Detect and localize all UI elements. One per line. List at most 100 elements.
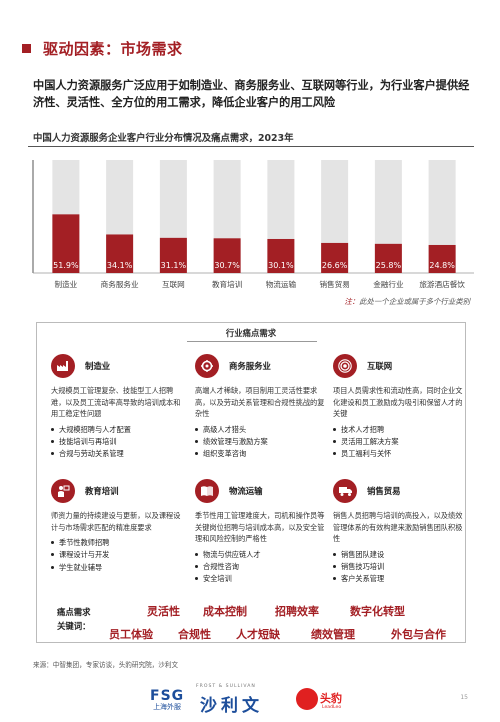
keywords-label-line2: 关键词： — [57, 621, 91, 631]
truck-icon — [333, 479, 357, 503]
list-item: 绩效管理与激励方案 — [195, 436, 327, 448]
industry-name: 商务服务业 — [229, 361, 271, 371]
bar — [159, 237, 187, 273]
chart-title: 中国人力资源服务企业客户行业分布情况及痛点需求，2023年 — [33, 133, 294, 144]
keyword-tag: 人才短缺 — [236, 628, 280, 641]
industry-card-business-services: 商务服务业 高端人才稀缺，项目制用工灵活性要求高，以及劳动关系管理和合规性挑战的… — [195, 353, 327, 460]
list-item: 合规与劳动关系管理 — [51, 448, 183, 460]
list-item: 高级人才猎头 — [195, 424, 327, 436]
list-item: 销售团队建设 — [333, 549, 465, 561]
list-item: 物流与供应链人才 — [195, 549, 327, 561]
list-item: 销售技巧培训 — [333, 561, 465, 573]
note-text: 此处一个企业或属于多个行业类别 — [359, 297, 470, 306]
keyword-tag: 招聘效率 — [275, 605, 319, 618]
pain-points-panel: 行业痛点需求 制造业 大规模员工管理复杂、技能型工人招聘难，以及员工流动率高导致… — [36, 322, 466, 643]
pain-points-title: 行业痛点需求 — [225, 328, 277, 338]
fsg-logo-text: FSG — [150, 688, 185, 704]
page-number: 15 — [460, 694, 468, 701]
list-item: 安全培训 — [195, 573, 327, 585]
industry-card-sales: 销售贸易 销售人员招聘与培训的高投入，以及绩效管理体系的有效构建来激励销售团队积… — [333, 478, 465, 585]
note-prefix: 注： — [344, 297, 360, 306]
chart-title-divider — [28, 146, 474, 147]
data-label: 30.1% — [268, 261, 294, 270]
x-tick-label: 金融行业 — [373, 279, 404, 289]
bar — [321, 242, 349, 273]
factory-icon — [51, 354, 75, 378]
bar — [213, 238, 241, 273]
data-label: 30.7% — [214, 261, 240, 270]
list-item: 技术人才招聘 — [333, 424, 465, 436]
industry-card-education: 教育培训 师资力量的持续建设与更新，以及课程设计与市场需求匹配的精准度要求 季节… — [51, 478, 183, 574]
list-item: 课程设计与开发 — [51, 549, 183, 561]
bar — [374, 243, 402, 273]
keyword-tag: 成本控制 — [203, 605, 247, 618]
data-label: 26.6% — [322, 261, 348, 270]
data-label: 34.1% — [107, 261, 133, 270]
data-label: 25.8% — [376, 261, 402, 270]
industry-card-logistics: 物流运输 季节性用工管理难度大，司机和操作员等关键岗位招聘与培训成本高，以及安全… — [195, 478, 327, 585]
bar — [52, 214, 80, 273]
bar — [106, 234, 134, 273]
industry-desc: 师资力量的持续建设与更新，以及课程设计与市场需求匹配的精准度要求 — [51, 511, 181, 532]
source-note: 来源：中智集团，专家访谈，头豹研究院，沙利文 — [33, 661, 179, 669]
list-item: 组织变革咨询 — [195, 448, 327, 460]
keywords-label-line1: 痛点需求 — [57, 607, 91, 617]
industry-needs-list: 物流与供应链人才 合规性咨询 安全培训 — [195, 549, 327, 586]
title-marker — [22, 44, 31, 53]
leadleo-logo-text: 头豹 — [320, 692, 342, 705]
list-item: 大规模招聘与人才配置 — [51, 424, 183, 436]
teacher-icon — [51, 479, 75, 503]
x-tick-label: 旅游酒店餐饮 — [419, 279, 465, 289]
pain-title-underline — [187, 341, 317, 342]
bar — [267, 238, 295, 273]
list-item: 合规性咨询 — [195, 561, 327, 573]
leadleo-logo-sub: LeadLeo — [322, 705, 342, 710]
industry-needs-list: 销售团队建设 销售技巧培训 客户关系管理 — [333, 549, 465, 586]
industry-name: 互联网 — [367, 361, 393, 371]
list-item: 季节性教师招聘 — [51, 537, 183, 549]
data-label: 31.1% — [161, 261, 187, 270]
chart-note: 注：此处一个企业或属于多个行业类别 — [344, 296, 470, 307]
list-item: 员工福利与关怀 — [333, 448, 465, 460]
list-item: 学生就业辅导 — [51, 562, 183, 574]
industry-card-manufacturing: 制造业 大规模员工管理复杂、技能型工人招聘难，以及员工流动率高导致的培训成本和用… — [51, 353, 183, 460]
page-title: 驱动因素：市场需求 — [43, 40, 183, 58]
book-icon — [195, 479, 219, 503]
summary-text: 中国人力资源服务广泛应用于如制造业、商务服务业、互联网等行业，为行业客户提供经济… — [33, 79, 470, 109]
fsg-logo-sub: 上海外服 — [153, 703, 182, 711]
page-header: 驱动因素：市场需求 — [22, 38, 183, 59]
industry-desc: 项目人员需求性和流动性高，同时企业文化建设和员工激励成为吸引和保留人才的关键 — [333, 386, 463, 419]
list-item: 客户关系管理 — [333, 573, 465, 585]
bar-chart: 51.9% 制造业 34.1% 商务服务业 31.1% 互联网 30.7% 教育培训 30.1%… — [32, 160, 474, 289]
industry-needs-list: 技术人才招聘 灵活用工解决方案 员工福利与关怀 — [333, 424, 465, 461]
broadcast-icon — [333, 354, 357, 378]
keyword-tag: 合规性 — [178, 628, 211, 641]
keyword-tag: 数字化转型 — [350, 605, 405, 618]
x-tick-label: 互联网 — [162, 280, 185, 289]
shali-logo: 沙利文 — [200, 696, 263, 716]
frost-sullivan-logo: FROST & SULLIVAN — [196, 684, 256, 689]
industry-needs-list: 大规模招聘与人才配置 技能培训与再培训 合规与劳动关系管理 — [51, 424, 183, 461]
data-label: 51.9% — [53, 261, 79, 270]
industry-desc: 销售人员招聘与培训的高投入，以及绩效管理体系的有效构建来激励销售团队积极性 — [333, 511, 463, 544]
x-tick-label: 销售贸易 — [319, 279, 349, 289]
keyword-tag: 员工体验 — [109, 628, 153, 641]
industry-name: 物流运输 — [229, 486, 263, 496]
leopard-icon — [296, 688, 318, 710]
handshake-gear-icon — [195, 354, 219, 378]
keyword-tag: 绩效管理 — [311, 628, 355, 641]
industry-name: 教育培训 — [85, 486, 119, 496]
industry-desc: 大规模员工管理复杂、技能型工人招聘难，以及员工流动率高导致的培训成本和用工稳定性… — [51, 386, 181, 419]
keyword-tag: 灵活性 — [147, 605, 180, 618]
keyword-tag: 外包与合作 — [391, 628, 446, 641]
x-tick-label: 制造业 — [54, 279, 77, 289]
bar — [428, 244, 456, 273]
x-tick-label: 教育培训 — [212, 279, 243, 289]
industry-name: 制造业 — [85, 361, 111, 371]
industry-desc: 高端人才稀缺，项目制用工灵活性要求高，以及劳动关系管理和合规性挑战的复杂性 — [195, 386, 325, 419]
industry-name: 销售贸易 — [367, 486, 401, 496]
x-tick-label: 物流运输 — [266, 279, 297, 289]
data-label: 24.8% — [429, 261, 455, 270]
list-item: 灵活用工解决方案 — [333, 436, 465, 448]
industry-needs-list: 高级人才猎头 绩效管理与激励方案 组织变革咨询 — [195, 424, 327, 461]
